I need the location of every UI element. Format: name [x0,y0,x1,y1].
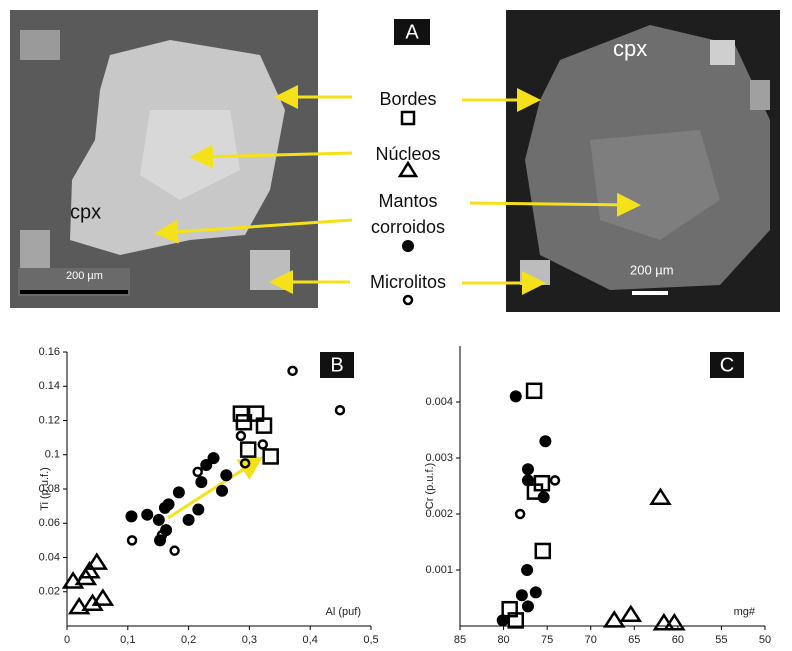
data-point [195,476,207,488]
x-axis-label: mg# [734,606,756,618]
data-point [125,510,137,522]
x-tick-label: 60 [672,634,684,646]
data-point [516,589,528,601]
legend-symbol [404,296,412,304]
data-point [192,504,204,516]
data-point [527,384,541,398]
data-point [289,367,297,375]
x-tick-label: 50 [759,634,771,646]
data-point [336,406,344,414]
figure: cpx 200 µm cpx 200 µm A Bordes Núcleos M… [0,0,792,646]
data-point [522,463,534,475]
data-point [153,514,165,526]
data-point [154,534,166,546]
data-point [622,607,640,621]
x-tick-label: 75 [541,634,553,646]
y-tick-label: 0.16 [39,346,60,358]
y-axis-label: Cr (p.u.f.) [424,463,436,509]
x-tick-label: 80 [497,634,509,646]
legend-symbol [400,163,416,176]
legend-symbol [402,112,414,124]
data-point [128,536,136,544]
legend-label: Mantos [378,191,437,211]
panel-letter: B [330,354,343,376]
scale-label: 200 µm [66,270,103,282]
x-tick-label: 0 [64,634,70,646]
data-point [173,486,185,498]
y-tick-label: 0.06 [39,517,60,529]
legend-label: corroidos [371,217,445,237]
data-point [208,452,220,464]
data-point [259,440,267,448]
scale-label: 200 µm [630,262,674,277]
data-point [539,435,551,447]
y-tick-label: 0.12 [39,414,60,426]
x-tick-label: 65 [628,634,640,646]
x-tick-label: 0,3 [242,634,257,646]
data-point [516,510,524,518]
data-point [536,544,550,558]
mineral-label: cpx [613,36,647,61]
x-axis-label: Al (puf) [326,606,361,618]
data-point [522,600,534,612]
photo-right: cpx 200 µm [506,10,780,312]
data-point [94,591,112,605]
data-point [241,459,249,467]
x-tick-label: 70 [585,634,597,646]
data-point [171,547,179,555]
x-tick-label: 0,2 [181,634,196,646]
data-point [651,490,669,504]
x-tick-label: 55 [715,634,727,646]
data-point [530,586,542,598]
legend-symbol [402,240,414,252]
x-tick-label: 0,4 [303,634,318,646]
panel-letter: A [405,21,419,43]
y-tick-label: 0.004 [425,396,453,408]
data-point [237,432,245,440]
data-point [551,476,559,484]
data-point [194,468,202,476]
y-tick-label: 0.04 [39,551,60,563]
x-tick-label: 0,1 [120,634,135,646]
y-tick-label: 0.14 [39,380,60,392]
x-tick-label: 85 [454,634,466,646]
y-tick-label: 0.001 [425,564,453,576]
y-tick-label: 0.1 [45,449,60,461]
data-point [605,612,623,626]
mineral-label: cpx [70,201,101,223]
data-point [510,390,522,402]
panel-letter: C [720,354,734,376]
data-point [163,498,175,510]
photo-left: cpx 200 µm [10,10,318,308]
legend-label: Microlitos [370,272,446,292]
data-point [264,449,278,463]
x-tick-label: 0,5 [363,634,378,646]
y-axis-label: Ti (p.u.f.) [39,467,51,511]
y-tick-label: 0.003 [425,452,453,464]
legend-label: Bordes [379,89,436,109]
data-point [183,514,195,526]
data-point [521,564,533,576]
data-point [522,474,534,486]
data-point [538,491,550,503]
y-tick-label: 0.02 [39,586,60,598]
data-point [241,443,255,457]
data-point [497,614,509,626]
data-point [141,509,153,521]
data-point [220,469,232,481]
data-point [216,485,228,497]
